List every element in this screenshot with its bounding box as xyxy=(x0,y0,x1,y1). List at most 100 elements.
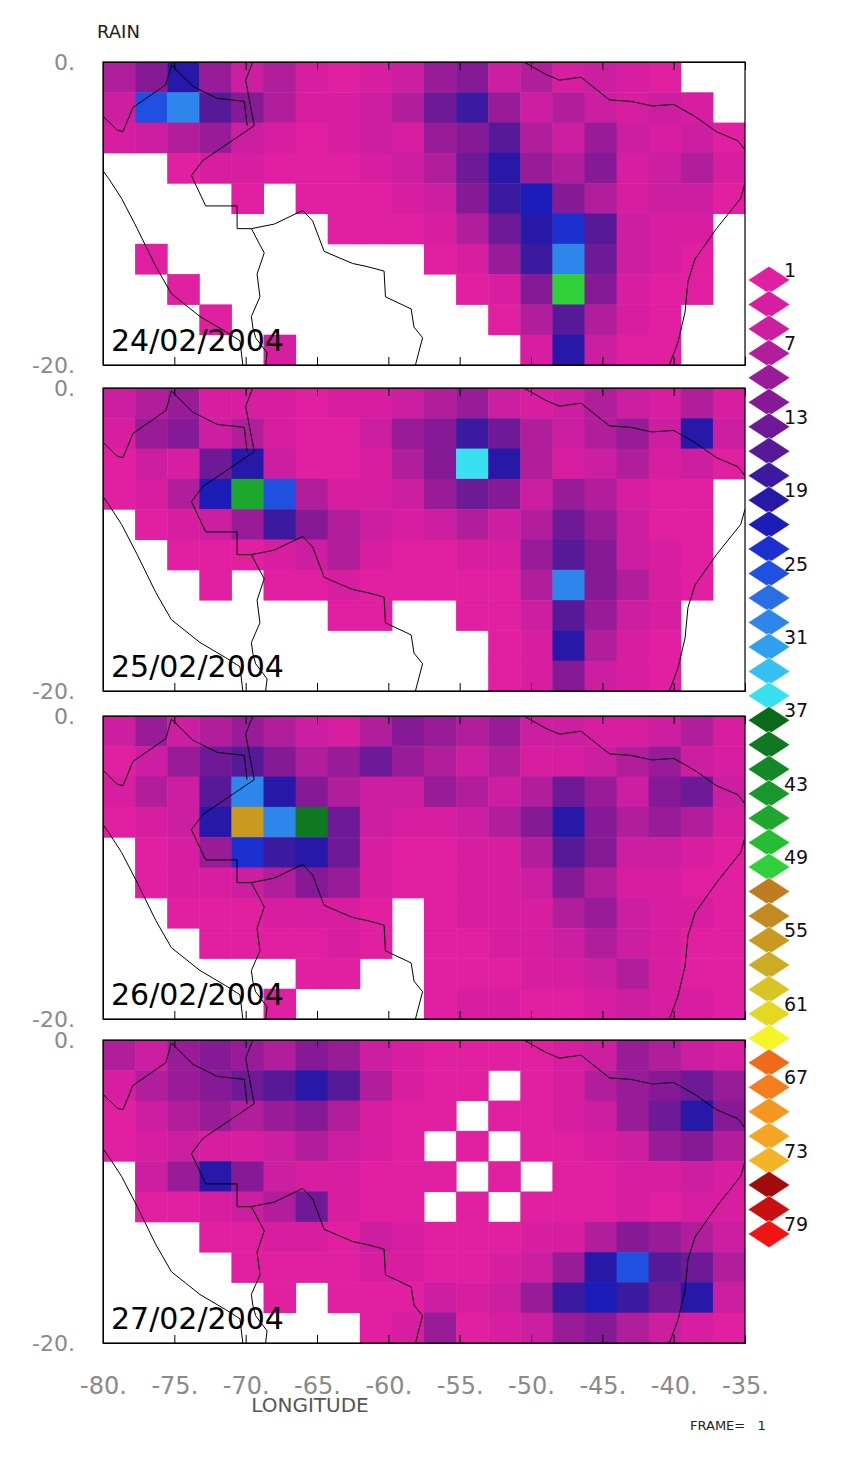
rain-cell xyxy=(392,92,425,123)
rain-cell xyxy=(392,1070,425,1101)
rain-cell xyxy=(488,1282,521,1313)
x-tick xyxy=(317,1011,318,1019)
rain-cell xyxy=(617,570,650,601)
rain-cell xyxy=(552,304,585,335)
rain-cell xyxy=(328,898,361,929)
rain-cell xyxy=(167,777,200,808)
x-tick-mark xyxy=(602,1335,603,1343)
rain-cell xyxy=(167,837,200,868)
rain-cell xyxy=(103,62,136,93)
plot-frame xyxy=(103,1040,745,1343)
rain-cell xyxy=(103,92,136,123)
y-tick-mark xyxy=(103,1040,111,1041)
rain-cell xyxy=(392,449,425,480)
rain-cell xyxy=(585,1101,618,1132)
x-tick-label: -40. xyxy=(651,1372,698,1400)
rain-cell xyxy=(360,479,393,510)
rain-cell xyxy=(617,304,650,335)
rain-cell xyxy=(649,153,682,184)
rain-cell xyxy=(424,661,457,691)
x-tick-mark xyxy=(317,357,318,365)
rain-cell xyxy=(296,214,329,245)
coastline xyxy=(103,1040,243,1343)
rain-cell xyxy=(617,1040,650,1071)
rain-cell xyxy=(424,600,457,631)
rain-cell xyxy=(713,630,745,661)
rain-cell xyxy=(456,388,489,419)
colorbar-label: 25 xyxy=(784,553,808,575)
colorbar-swatch xyxy=(748,878,790,905)
rain-cell xyxy=(585,1282,618,1313)
x-tick xyxy=(174,716,175,724)
rain-cell xyxy=(456,214,489,245)
colorbar-label: 13 xyxy=(784,406,808,428)
x-tick-mark xyxy=(317,683,318,691)
rain-cell xyxy=(135,807,168,838)
rain-cell xyxy=(135,570,168,601)
rain-cell xyxy=(488,716,521,747)
rain-cell xyxy=(713,1222,745,1253)
x-tick xyxy=(674,62,675,70)
rain-cell xyxy=(167,274,200,305)
x-tick xyxy=(246,388,247,396)
rain-cell xyxy=(328,304,361,335)
x-tick-mark xyxy=(246,1335,247,1343)
rain-cell xyxy=(360,746,393,777)
x-tick xyxy=(745,716,746,724)
x-tick-label: -45. xyxy=(579,1372,626,1400)
rain-cell xyxy=(681,123,714,154)
rain-cell xyxy=(360,304,393,335)
rain-cell xyxy=(649,540,682,571)
rain-cell xyxy=(135,1070,168,1101)
x-tick-mark xyxy=(317,388,318,396)
rain-cell xyxy=(552,92,585,123)
x-tick xyxy=(317,1040,318,1048)
rain-cell xyxy=(681,388,714,419)
x-tick-mark xyxy=(531,1335,532,1343)
rain-cell xyxy=(296,1161,329,1192)
rain-cell xyxy=(264,716,297,747)
x-tick xyxy=(388,1040,389,1048)
rain-cell xyxy=(488,928,521,959)
rain-cell xyxy=(392,418,425,449)
rain-cell xyxy=(199,92,232,123)
rain-cell xyxy=(681,153,714,184)
x-tick xyxy=(674,683,675,691)
rain-cell xyxy=(199,449,232,480)
x-tick xyxy=(602,62,603,70)
rain-cell xyxy=(392,479,425,510)
x-tick xyxy=(531,716,532,724)
rain-cell xyxy=(520,1161,553,1192)
rain-cell xyxy=(392,1252,425,1283)
y-tick: 0. xyxy=(54,50,111,75)
x-tick-mark xyxy=(388,716,389,724)
x-tick-mark xyxy=(246,388,247,396)
x-tick-mark xyxy=(674,1040,675,1048)
x-tick xyxy=(745,357,746,365)
rain-cell xyxy=(552,1222,585,1253)
rain-cell xyxy=(360,418,393,449)
rain-cell xyxy=(392,1282,425,1313)
rain-cell xyxy=(552,989,585,1019)
rain-cell xyxy=(585,274,618,305)
rain-cell xyxy=(585,837,618,868)
rain-cell xyxy=(199,777,232,808)
rain-cell xyxy=(360,123,393,154)
rain-cell xyxy=(585,1070,618,1101)
rain-cell xyxy=(167,1101,200,1132)
colorbar-label: 61 xyxy=(784,993,808,1015)
x-axis-top xyxy=(104,388,746,396)
rain-cell xyxy=(296,1282,329,1313)
rain-cell xyxy=(552,777,585,808)
x-tick-mark xyxy=(531,62,532,70)
rain-cell xyxy=(713,777,745,808)
rain-cell xyxy=(649,716,682,747)
rain-cell xyxy=(231,837,264,868)
rain-cell xyxy=(520,214,553,245)
rain-cell xyxy=(167,479,200,510)
rain-cell xyxy=(135,746,168,777)
rain-cell xyxy=(264,600,297,631)
border xyxy=(103,1043,247,1110)
rain-cell xyxy=(167,540,200,571)
rain-cell xyxy=(199,1040,232,1071)
